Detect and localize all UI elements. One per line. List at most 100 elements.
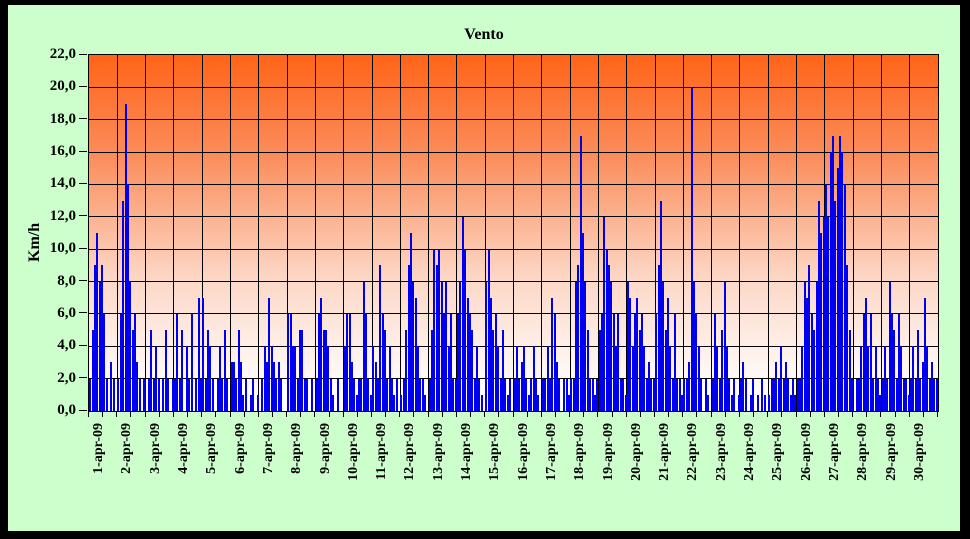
bar [527,394,530,411]
y-axis-tick [79,150,87,152]
x-axis-tick [427,411,429,417]
bar [662,281,665,411]
bar [541,378,544,411]
bar [676,378,679,411]
x-axis-tick [371,411,372,417]
x-tick-label-text: 7-apr-09 [260,423,276,474]
bar [633,313,636,411]
x-axis-tick [654,411,655,417]
bar [638,330,641,411]
bar [577,265,580,411]
bar [791,378,794,411]
bar [716,346,719,411]
x-axis-tick [738,411,740,417]
bar [360,378,363,411]
bar [402,378,405,411]
bar [433,249,436,411]
bar [287,313,290,411]
gridline-vertical [399,55,401,411]
bar [806,297,809,411]
bar [810,313,813,411]
bar [799,378,802,411]
bar [197,297,200,411]
bar [565,378,568,411]
bar [424,394,427,411]
bar [723,281,726,411]
x-axis-tick [88,411,89,417]
bar [563,378,566,411]
bar [431,330,434,411]
y-axis-tick [79,182,87,184]
x-axis-tick [470,411,472,417]
bar [442,313,445,411]
bar [655,313,658,411]
x-tick-label-text: 18-apr-09 [572,423,588,481]
gridline-vertical [880,55,882,411]
bar [603,216,606,411]
bar [777,378,780,411]
x-axis-tick [385,411,387,417]
y-tick-label: 8,0 [57,272,76,289]
gridline-vertical [626,55,628,411]
x-axis-tick [130,411,132,417]
x-tick-label-text: 30-apr-09 [911,423,927,481]
bar [787,378,790,411]
bar [730,394,733,411]
bar [124,103,127,411]
bar [105,378,108,411]
bar [209,346,212,411]
bar [466,297,469,411]
bar [143,378,146,411]
bar [919,378,922,411]
gridline-vertical [711,55,713,411]
bar [860,346,863,411]
bar [240,362,243,411]
bar [440,281,443,411]
bar [636,297,639,411]
bar [376,378,379,411]
bar [221,378,224,411]
bar [836,168,839,411]
bar [367,378,370,411]
x-axis-tick [682,411,684,417]
x-axis-tick [187,411,189,417]
bar [902,378,905,411]
x-axis-tick [399,411,401,417]
bar [447,346,450,411]
x-tick-label-text: 28-apr-09 [855,423,871,481]
bar [428,378,431,411]
y-axis-tick [79,85,87,87]
gridline-vertical [314,55,316,411]
bar [582,233,585,411]
x-tick-label-text: 3-apr-09 [147,423,163,474]
bar [164,330,167,411]
bar [343,346,346,411]
x-tick-label-text: 10-apr-09 [345,423,361,481]
x-axis-tick [583,411,585,417]
gridline-vertical [739,55,741,411]
bar [631,346,634,411]
bar [593,394,596,411]
x-axis-tick [342,411,344,417]
x-axis-tick [894,411,896,417]
bar [494,313,497,411]
bar [91,330,94,411]
bar [280,378,283,411]
bar [685,378,688,411]
bar [485,281,488,411]
bar [242,394,245,411]
bar [412,281,415,411]
bar [641,313,644,411]
bar [350,362,353,411]
bar [883,346,886,411]
bar [570,378,573,411]
bar [346,313,349,411]
bar [876,378,879,411]
bar [100,265,103,411]
bar [110,362,113,411]
y-tick-label: 6,0 [57,304,76,321]
bar [690,87,693,411]
gridline-vertical [852,55,854,411]
bar [185,346,188,411]
bar [610,281,613,411]
